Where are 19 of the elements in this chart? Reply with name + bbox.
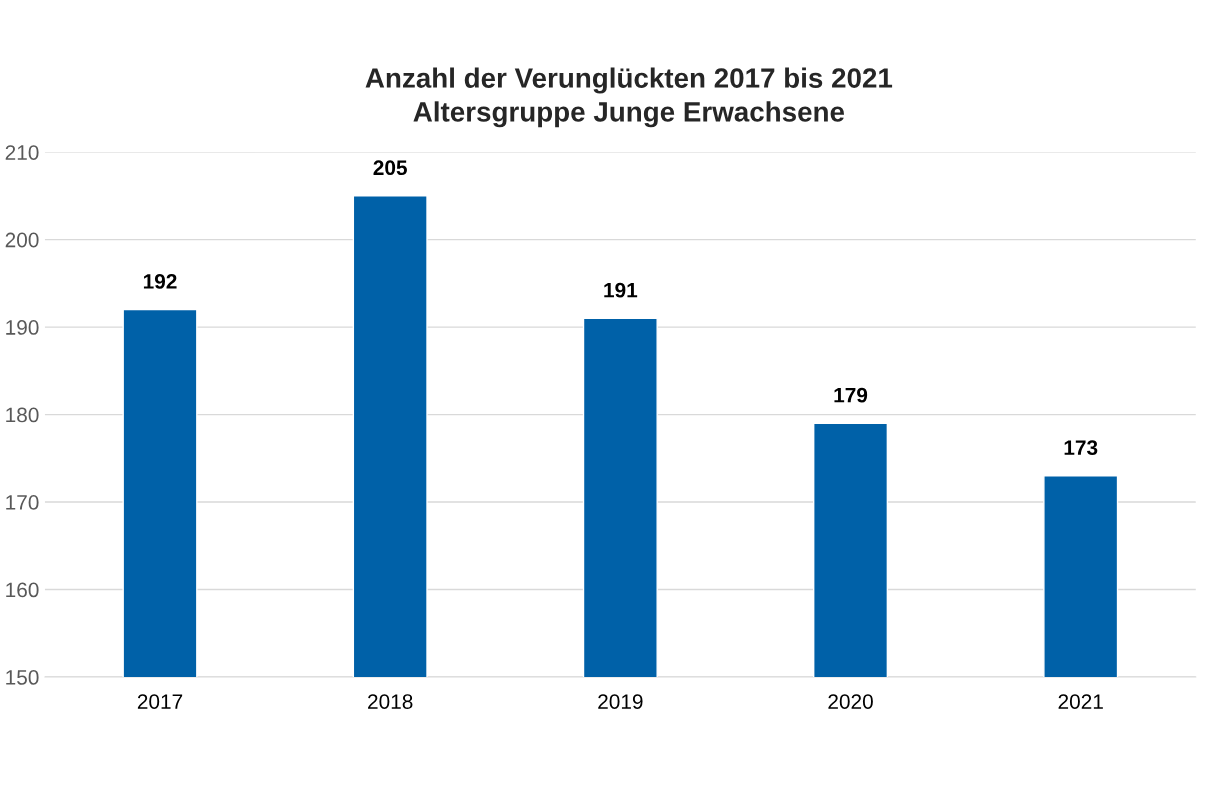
x-tick-label: 2017 — [137, 694, 183, 709]
x-tick-label: 2020 — [828, 694, 873, 709]
y-tick-label: 150 — [6, 670, 39, 685]
data-label: 192 — [143, 274, 177, 289]
y-tick-label: 160 — [6, 582, 39, 598]
data-label: 179 — [834, 387, 868, 403]
y-tick-label: 190 — [6, 320, 39, 335]
x-tick-label: 2018 — [368, 694, 413, 709]
chart-subtitle: Altersgruppe Junge Erwachsene — [413, 101, 845, 128]
y-tick-label: 170 — [6, 495, 39, 510]
y-tick-label: 200 — [5, 232, 39, 248]
x-tick-label: 2019 — [598, 694, 643, 709]
y-tick-label: 210 — [5, 145, 39, 160]
x-tick-label: 2021 — [1058, 694, 1103, 709]
data-label: 191 — [604, 282, 638, 298]
data-label: 173 — [1064, 440, 1098, 456]
y-tick-label: 180 — [6, 407, 39, 423]
data-label: 205 — [373, 160, 407, 176]
chart-title: Anzahl der Verunglückten 2017 bis 2021 — [365, 67, 893, 94]
